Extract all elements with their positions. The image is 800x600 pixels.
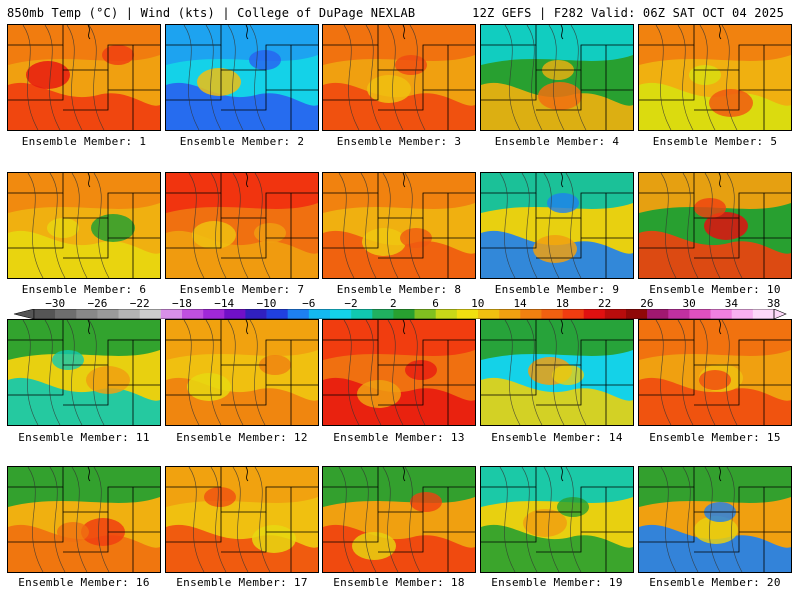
ensemble-member-label: Ensemble Member: 3	[336, 135, 462, 148]
ensemble-member-map	[480, 24, 634, 131]
colorbar-swatch	[414, 309, 437, 319]
colorbar-tick-label: −14	[214, 297, 235, 310]
ensemble-member-label: Ensemble Member: 15	[649, 431, 781, 444]
colorbar-swatch	[97, 309, 119, 319]
colorbar-swatch	[266, 309, 289, 319]
ensemble-member-label: Ensemble Member: 10	[649, 283, 781, 296]
colorbar-swatch	[604, 309, 627, 319]
ensemble-member-map	[638, 24, 792, 131]
ensemble-member-map	[7, 172, 161, 279]
ensemble-member-label: Ensemble Member: 20	[649, 576, 781, 589]
colorbar-right-arrow	[773, 309, 787, 319]
colorbar-swatch	[562, 309, 585, 319]
colorbar-swatch	[668, 309, 690, 319]
colorbar-swatch	[647, 309, 669, 319]
colorbar-tick-label: −30	[45, 297, 66, 310]
colorbar-swatch	[435, 309, 458, 319]
colorbar-swatch	[118, 309, 141, 319]
ensemble-member-label: Ensemble Member: 18	[333, 576, 465, 589]
ensemble-member-label: Ensemble Member: 4	[494, 135, 620, 148]
ensemble-member-map	[322, 172, 476, 279]
ensemble-member-label: Ensemble Member: 14	[491, 431, 623, 444]
temperature-colorbar	[13, 309, 787, 319]
chart-title: 850mb Temp (°C) | Wind (kts) | College o…	[7, 6, 416, 20]
colorbar-tick-label: −10	[256, 297, 277, 310]
ensemble-member-label: Ensemble Member: 12	[176, 431, 308, 444]
ensemble-member-label: Ensemble Member: 17	[176, 576, 308, 589]
ensemble-member-map	[322, 24, 476, 131]
ensemble-member-label: Ensemble Member: 9	[494, 283, 620, 296]
colorbar-swatch	[245, 309, 267, 319]
colorbar-swatch	[752, 309, 775, 319]
colorbar-tick-label: 26	[640, 297, 654, 310]
ensemble-member-map	[165, 319, 319, 426]
colorbar-swatch	[287, 309, 310, 319]
ensemble-member-map	[165, 24, 319, 131]
ensemble-member-map	[7, 24, 161, 131]
colorbar-tick-label: 30	[682, 297, 696, 310]
ensemble-member-label: Ensemble Member: 13	[333, 431, 465, 444]
ensemble-member-map	[7, 466, 161, 573]
ensemble-member-label: Ensemble Member: 6	[21, 283, 147, 296]
colorbar-swatch	[351, 309, 373, 319]
ensemble-member-map	[480, 466, 634, 573]
ensemble-member-label: Ensemble Member: 11	[18, 431, 150, 444]
colorbar-swatch	[499, 309, 521, 319]
colorbar-tick-label: −2	[344, 297, 358, 310]
ensemble-member-map	[322, 319, 476, 426]
colorbar-swatch	[55, 309, 77, 319]
colorbar-swatch	[203, 309, 225, 319]
ensemble-member-map	[7, 319, 161, 426]
colorbar-swatch	[710, 309, 733, 319]
colorbar-tick-label: 22	[597, 297, 612, 310]
colorbar-swatch	[689, 309, 711, 319]
ensemble-member-map	[165, 466, 319, 573]
colorbar-swatch	[520, 309, 542, 319]
ensemble-member-label: Ensemble Member: 19	[491, 576, 623, 589]
colorbar-left-arrow	[13, 309, 35, 319]
colorbar-swatch	[626, 309, 648, 319]
ensemble-member-map	[638, 319, 792, 426]
ensemble-member-label: Ensemble Member: 5	[652, 135, 778, 148]
colorbar-tick-label: 6	[432, 297, 439, 310]
colorbar-swatch	[372, 309, 394, 319]
ensemble-member-label: Ensemble Member: 8	[336, 283, 462, 296]
colorbar-tick-label: −18	[172, 297, 192, 310]
colorbar-swatch	[76, 309, 98, 319]
colorbar-swatch	[160, 309, 183, 319]
colorbar-frame	[33, 309, 775, 319]
colorbar-swatch	[34, 309, 56, 319]
colorbar-tick-label: 10	[471, 297, 485, 310]
colorbar-tick-label: −6	[302, 297, 316, 310]
run-valid-time: 12Z GEFS | F282 Valid: 06Z SAT OCT 04 20…	[472, 6, 784, 20]
colorbar-swatch	[456, 309, 479, 319]
ensemble-member-label: Ensemble Member: 1	[21, 135, 147, 148]
ensemble-member-map	[480, 172, 634, 279]
colorbar-tick-label: 34	[724, 297, 739, 310]
colorbar-tick-label: 14	[513, 297, 527, 310]
ensemble-member-map	[165, 172, 319, 279]
colorbar-tick-label: 2	[389, 297, 397, 310]
colorbar-swatch	[308, 309, 331, 319]
colorbar-swatch	[731, 309, 754, 319]
colorbar-swatch	[541, 309, 563, 319]
ensemble-member-label: Ensemble Member: 16	[18, 576, 150, 589]
colorbar-tick-label: −26	[87, 297, 108, 310]
colorbar-swatch	[583, 309, 606, 319]
colorbar-swatch	[393, 309, 415, 319]
colorbar-swatch	[478, 309, 500, 319]
colorbar-swatch	[182, 309, 204, 319]
colorbar-tick-label: 18	[555, 297, 569, 310]
colorbar-tick-label: −22	[129, 297, 150, 310]
ensemble-member-label: Ensemble Member: 2	[179, 135, 305, 148]
colorbar-tick-label: 38	[767, 297, 781, 310]
ensemble-member-map	[322, 466, 476, 573]
ensemble-member-label: Ensemble Member: 7	[179, 283, 305, 296]
colorbar-swatch	[139, 309, 162, 319]
colorbar-swatch	[224, 309, 246, 319]
ensemble-member-map	[480, 319, 634, 426]
colorbar-swatch	[330, 309, 352, 319]
ensemble-member-map	[638, 172, 792, 279]
ensemble-member-map	[638, 466, 792, 573]
